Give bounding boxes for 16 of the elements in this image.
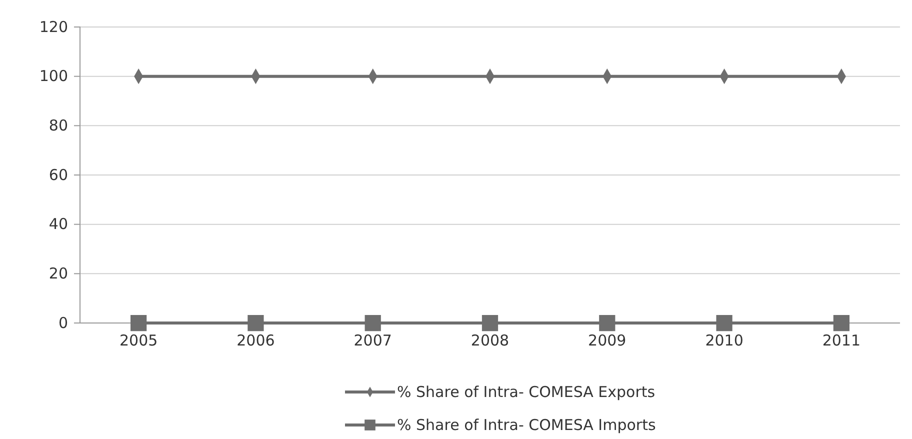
y-tick-label: 80 <box>48 116 68 134</box>
x-tick-label: 2006 <box>236 332 275 350</box>
x-tick-label: 2011 <box>822 332 861 350</box>
y-tick-label: 0 <box>58 314 68 332</box>
x-tick-label: 2010 <box>705 332 744 350</box>
y-tick-label: 20 <box>48 264 68 282</box>
y-tick-label: 100 <box>39 67 68 86</box>
y-tick-label: 60 <box>48 166 68 184</box>
legend-label: % Share of Intra- COMESA Exports <box>397 383 656 401</box>
y-tick-label: 120 <box>39 18 68 36</box>
legend-label: % Share of Intra- COMESA Imports <box>397 416 656 434</box>
x-tick-label: 2008 <box>470 332 510 350</box>
x-tick-label: 2009 <box>588 332 626 350</box>
x-tick-label: 2005 <box>119 332 158 350</box>
x-tick-label: 2007 <box>354 332 392 350</box>
y-tick-label: 40 <box>48 215 68 234</box>
